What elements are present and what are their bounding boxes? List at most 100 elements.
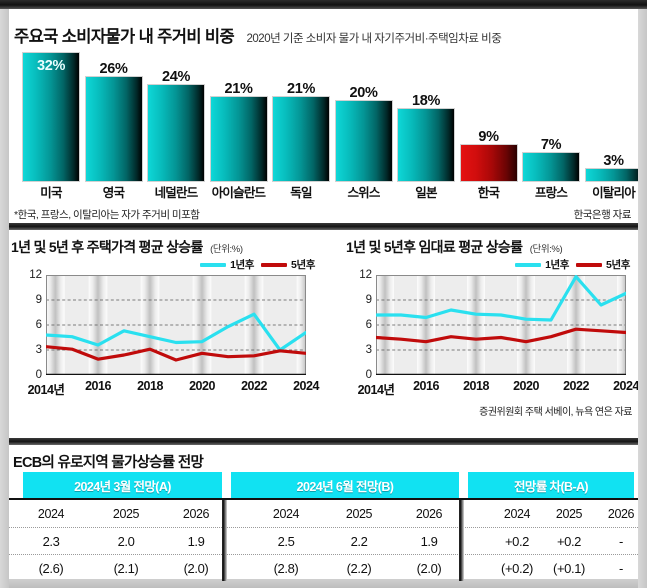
table-value-cell: -	[619, 533, 623, 549]
right-chart-unit: (단위:%)	[529, 244, 563, 255]
y-axis-tick-label: 9	[365, 294, 372, 306]
ecb-forecast-table: 2024년 3월 전망(A) 2024년 6월 전망(B) 전망률 차(B-A) 2…	[9, 472, 638, 582]
bar-panel-subtitle: 2020년 기준 소비자 물가 내 자기주거비·주택임차료 비중	[246, 33, 502, 45]
table-value-cell: +0.2	[504, 533, 530, 549]
bar-column	[335, 101, 392, 181]
table-previous-value-cell: (+0.2)	[501, 560, 533, 576]
bar-category-label: 영국	[102, 186, 125, 200]
bar-item: 21% 독일	[273, 53, 329, 201]
bottom-shade	[9, 579, 638, 588]
table-value-cell: +0.2	[556, 533, 582, 549]
house-price-expectation-chart: 1년 및 5년 후 주택가격 평균 상승률 (단위:%) 1년후 5년후 0 3 6…	[9, 231, 323, 438]
bar-item: 3% 이탈리아	[585, 53, 642, 201]
bar-column	[85, 77, 142, 181]
bar-panel-footer: *한국, 프랑스, 이탈리아는 자가 주거비 미포함 한국은행 자료	[14, 207, 633, 223]
right-chart-legend: 1년후 5년후	[515, 257, 630, 272]
bar-column	[273, 97, 329, 181]
table-year-cell: 2026	[182, 506, 210, 521]
table-value-cell: 1.9	[420, 533, 438, 549]
right-chart-x-axis: 2014년 2016 2018 2020 2022 2024	[358, 379, 640, 397]
x-axis-tick-label: 2024	[293, 379, 319, 393]
bar-panel-source: 한국은행 자료	[573, 209, 632, 221]
y-axis-tick-label: 0	[35, 369, 42, 381]
table-year-cell: 2026	[607, 506, 635, 521]
table-group-divider-1	[222, 500, 227, 581]
x-axis-tick-label: 2018	[463, 379, 489, 393]
legend-swatch-5yr-icon	[261, 262, 288, 267]
bar-item: 9% 한국	[460, 53, 517, 201]
table-value-cell: 2.3	[42, 533, 60, 549]
legend-item-1yr-right: 1년후	[515, 257, 569, 272]
line-panel-source: 증권위원회 주택 서베이, 뉴욕 연은 자료	[479, 407, 632, 418]
legend-label-5yr-right: 5년후	[606, 259, 630, 271]
right-chart-title: 1년 및 5년후 임대료 평균 상승률	[346, 239, 523, 255]
bar-value-label: 20%	[349, 85, 378, 101]
rent-expectation-chart: 1년 및 5년후 임대료 평균 상승률 (단위:%) 1년후 5년후 0 3 6 9 1…	[324, 231, 640, 438]
bar-panel-header: 주요국 소비자물가 내 주거비 비중 2020년 기준 소비자 물가 내 자기주…	[14, 23, 502, 47]
bar-item: 7% 프랑스	[523, 53, 579, 201]
x-axis-tick-label: 2024	[613, 379, 639, 393]
right-gutter	[638, 0, 647, 588]
bar-panel-title: 주요국 소비자물가 내 주거비 비중	[14, 28, 235, 46]
table-previous-value-cell: (2.0)	[183, 560, 209, 576]
bar-category-label: 스위스	[347, 186, 380, 200]
y-axis-tick-label: 6	[365, 319, 372, 331]
line-chart-svg	[376, 275, 626, 375]
bar-value-label: 32%	[36, 58, 66, 74]
bar-category-label: 이탈리아	[592, 186, 636, 200]
table-previous-value-cell: (2.6)	[38, 560, 64, 576]
table-year-cell: 2026	[415, 506, 443, 521]
legend-label-5yr: 5년후	[291, 259, 315, 271]
right-chart-plot-area	[376, 275, 626, 375]
table-previous-value-cell: (2.0)	[416, 560, 442, 576]
x-axis-tick-label: 2018	[137, 379, 163, 393]
x-axis-tick-label: 2016	[413, 379, 439, 393]
bar-item: 20% 스위스	[335, 53, 392, 201]
table-previous-value-cell: (2.2)	[346, 560, 372, 576]
bar-item: 21% 아이슬란드	[210, 53, 267, 201]
table-value-cell: 1.9	[187, 533, 205, 549]
table-value-cell: 2.0	[117, 533, 135, 549]
bar-value-label: 24%	[161, 69, 191, 85]
left-chart-x-axis: 2014년 2016 2018 2020 2022 2024	[28, 379, 320, 397]
y-axis-tick-label: 3	[365, 344, 372, 356]
legend-swatch-5yr-right-icon	[576, 262, 603, 267]
bar-chart-plot: 32% 미국 26% 영국 24% 네덜란드 21% 아이슬란드 21% 독일 20% 스위스 18% 일…	[11, 53, 642, 201]
separator-bar-2	[9, 438, 638, 445]
bar-column	[23, 53, 79, 181]
legend-item-5yr-right: 5년후	[576, 257, 630, 272]
table-header-row: 2024년 3월 전망(A) 2024년 6월 전망(B) 전망률 차(B-A)	[9, 472, 638, 498]
line-series-1년후	[46, 314, 306, 350]
bar-column	[585, 169, 642, 181]
bar-category-label: 한국	[477, 186, 500, 200]
table-group-header: 2024년 3월 전망(A)	[23, 472, 222, 498]
line-series-1년후	[376, 277, 626, 320]
ecb-table-title: ECB의 유로지역 물가상승률 전망	[13, 455, 204, 471]
bar-category-label: 아이슬란드	[211, 186, 266, 200]
bar-category-label: 일본	[415, 186, 437, 200]
bar-item: 24% 네덜란드	[148, 53, 204, 201]
x-axis-tick-label: 2020	[513, 379, 539, 393]
ecb-forecast-panel: ECB의 유로지역 물가상승률 전망 2024년 3월 전망(A) 2024년 6…	[9, 446, 638, 588]
x-axis-tick-label: 2016	[85, 379, 111, 393]
table-year-cell: 2025	[555, 506, 583, 521]
separator-bar-1	[9, 223, 638, 230]
bar-item: 18% 일본	[398, 53, 454, 201]
table-previous-value-cell: (2.8)	[273, 560, 299, 576]
right-chart-title-group: 1년 및 5년후 임대료 평균 상승률 (단위:%)	[346, 237, 563, 257]
y-axis-tick-label: 12	[29, 269, 42, 281]
table-group-header: 전망률 차(B-A)	[468, 472, 634, 498]
bar-column	[148, 85, 204, 181]
x-axis-tick-label: 2020	[189, 379, 215, 393]
legend-label-1yr-right: 1년후	[545, 259, 570, 271]
y-axis-tick-label: 9	[35, 294, 42, 306]
legend-label-1yr: 1년후	[230, 259, 255, 271]
bar-value-label: 26%	[99, 61, 128, 77]
table-year-cell: 2025	[112, 506, 140, 521]
table-year-cell: 2024	[503, 506, 531, 521]
x-axis-tick-label: 2014년	[27, 383, 65, 397]
x-axis-tick-label: 2022	[241, 379, 267, 393]
right-chart-y-axis: 0 3 6 9 12	[342, 269, 372, 381]
line-series-5년후	[46, 347, 306, 360]
bar-item: 32% 미국	[23, 53, 79, 201]
